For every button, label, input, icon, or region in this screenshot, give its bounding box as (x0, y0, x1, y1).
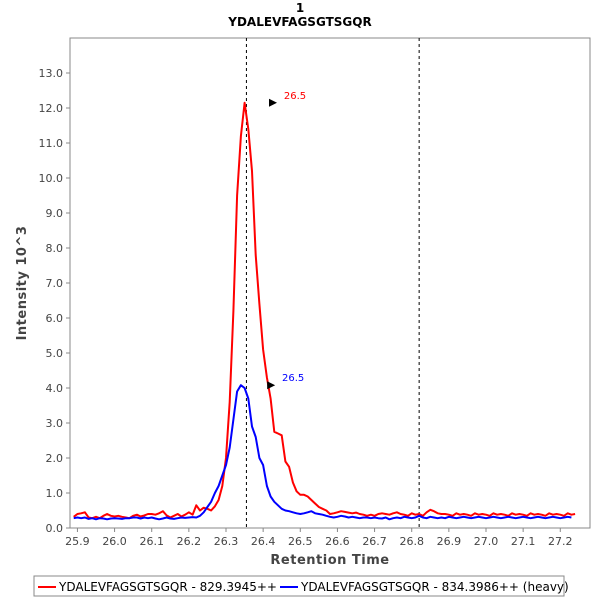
x-tick-label: 27.2 (548, 535, 573, 548)
y-tick-label: 10.0 (39, 172, 64, 185)
x-tick-label: 26.4 (251, 535, 276, 548)
peak-label-light: 26.5 (284, 91, 306, 102)
x-tick-label: 26.7 (362, 535, 387, 548)
peak-arrow-icon (267, 381, 276, 390)
x-tick-label: 25.9 (65, 535, 90, 548)
x-tick-label: 26.5 (288, 535, 313, 548)
x-tick-label: 26.8 (399, 535, 424, 548)
y-tick-label: 12.0 (39, 102, 64, 115)
y-tick-label: 7.0 (46, 277, 64, 290)
x-tick-label: 26.3 (214, 535, 239, 548)
peak-arrow-icon (269, 98, 277, 107)
legend: YDALEVFAGSGTSGQR - 829.3945++ YDALEVFAGS… (33, 575, 569, 597)
y-axis-label: Intensity 10^3 (15, 226, 30, 341)
chart-subtitle: YDALEVFAGSGTSGQR (227, 15, 371, 29)
y-tick-label: 9.0 (46, 207, 64, 220)
legend-label-heavy: YDALEVFAGSGTSGQR - 834.3986++ (heavy) (300, 580, 569, 594)
legend-label-light: YDALEVFAGSGTSGQR - 829.3945++ (58, 580, 277, 594)
x-tick-label: 27.1 (511, 535, 536, 548)
peak-label-heavy: 26.5 (282, 373, 304, 384)
y-tick-label: 3.0 (46, 417, 64, 430)
y-tick-label: 1.0 (46, 487, 64, 500)
y-tick-label: 8.0 (46, 242, 64, 255)
y-tick-label: 6.0 (46, 312, 64, 325)
y-tick-label: 0.0 (46, 522, 64, 535)
y-tick-label: 2.0 (46, 452, 64, 465)
y-tick-label: 5.0 (46, 347, 64, 360)
series-line-light (73, 101, 576, 520)
y-tick-label: 4.0 (46, 382, 64, 395)
x-tick-label: 26.6 (325, 535, 350, 548)
x-tick-label: 26.9 (437, 535, 462, 548)
x-tick-label: 27.0 (474, 535, 499, 548)
y-tick-label: 13.0 (39, 67, 64, 80)
y-tick-label: 11.0 (39, 137, 64, 150)
legend-frame (33, 575, 565, 597)
series-line-heavy (73, 384, 572, 521)
x-tick-label: 26.0 (102, 535, 127, 548)
x-tick-label: 26.2 (177, 535, 202, 548)
chart-title: 1 (296, 1, 304, 15)
plot-area (69, 37, 591, 529)
x-tick-label: 26.1 (139, 535, 164, 548)
x-axis-label: Retention Time (270, 553, 389, 568)
